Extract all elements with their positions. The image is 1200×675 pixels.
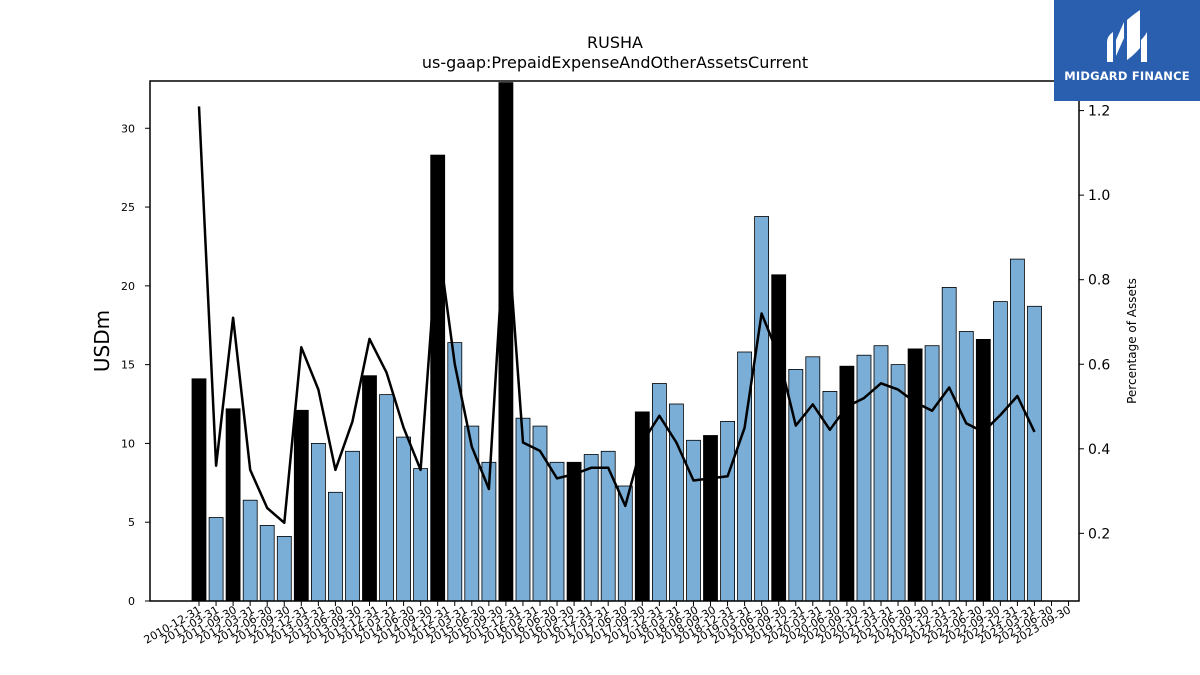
bar-2012-06-30 <box>293 409 309 602</box>
y-tick-label: 30 <box>121 122 135 135</box>
y-tick-label: 15 <box>121 359 135 372</box>
chart-subtitle: us-gaap:PrepaidExpenseAndOtherAssetsCurr… <box>422 53 808 72</box>
bar-2011-12-31 <box>259 525 275 602</box>
bar-2011-09-30 <box>242 499 258 602</box>
bar-2019-12-31 <box>805 356 821 602</box>
bar-2021-03-31 <box>890 364 906 602</box>
bar-2016-09-30 <box>583 454 599 602</box>
y2-tick-label: 0.8 <box>1088 273 1110 289</box>
line-series <box>197 106 1036 525</box>
bar-2016-12-31 <box>600 450 616 602</box>
bar-2019-06-30 <box>771 274 787 602</box>
bar-2014-12-31 <box>464 425 480 602</box>
bar-2014-03-31 <box>413 468 429 602</box>
bar-2014-06-30 <box>430 154 446 602</box>
plot-frame <box>149 80 1080 602</box>
bar-2016-06-30 <box>566 461 582 602</box>
y2-tick-label: 0.6 <box>1088 357 1110 373</box>
bar-2016-03-31 <box>549 461 565 602</box>
y-tick-label: 10 <box>121 437 135 450</box>
bar-2021-12-31 <box>941 286 957 602</box>
y-tick-label: 25 <box>121 201 135 214</box>
bar-2014-09-30 <box>447 342 463 602</box>
bar-2012-09-30 <box>310 442 326 602</box>
bar-2022-06-30 <box>975 338 991 602</box>
bar-2011-06-30 <box>225 408 241 602</box>
y-tick-label: 0 <box>128 595 135 608</box>
logo-mark-icon <box>1107 10 1147 62</box>
right-axis: 0.2 0.4 0.6 0.8 1.0 1.2 <box>1079 104 1110 542</box>
y2-tick-label: 1.2 <box>1088 104 1110 120</box>
bar-2013-09-30 <box>379 394 395 602</box>
x-axis: 2010-12-312011-03-312011-09-302012-03-31… <box>142 601 1073 647</box>
bar-2010-12-31 <box>191 378 207 602</box>
y2-tick-label: 0.2 <box>1088 526 1110 542</box>
y-tick-label: 5 <box>128 516 135 529</box>
bar-2023-03-31 <box>1027 305 1042 602</box>
y2-tick-label: 1.0 <box>1088 188 1110 204</box>
y-axis-label: USDm <box>90 310 114 372</box>
bar-2022-09-30 <box>993 301 1008 602</box>
chart-title: RUSHA <box>587 33 643 52</box>
bar-2018-09-30 <box>720 420 735 602</box>
bar-2019-03-31 <box>754 216 769 602</box>
brand-name: MIDGARD FINANCE <box>1064 69 1190 83</box>
bar-2020-09-30 <box>856 354 872 602</box>
bar-2021-06-30 <box>907 348 923 602</box>
bar-2018-06-30 <box>703 435 718 602</box>
y2-tick-label: 0.4 <box>1088 442 1110 458</box>
bar-series <box>191 82 1042 602</box>
percentage-line <box>197 106 1036 525</box>
bar-2018-03-31 <box>686 439 701 602</box>
bar-2022-03-31 <box>958 331 974 602</box>
bar-2011-03-31 <box>208 517 224 602</box>
bar-2022-12-31 <box>1010 258 1025 602</box>
bar-2021-09-30 <box>924 345 940 602</box>
bar-2013-06-30 <box>362 375 377 602</box>
brand-logo: MIDGARD FINANCE <box>1054 0 1200 101</box>
bar-2013-03-31 <box>345 450 360 602</box>
left-axis: 0 5 10 15 20 25 30 <box>121 122 150 608</box>
bar-2012-12-31 <box>327 491 343 602</box>
y2-axis-label: Percentage of Assets <box>1125 278 1139 404</box>
bar-2012-03-31 <box>276 536 292 602</box>
bar-2013-12-31 <box>396 436 412 602</box>
y-tick-label: 20 <box>121 280 135 293</box>
bar-2015-06-30 <box>498 82 514 602</box>
bar-2020-06-30 <box>839 365 855 602</box>
